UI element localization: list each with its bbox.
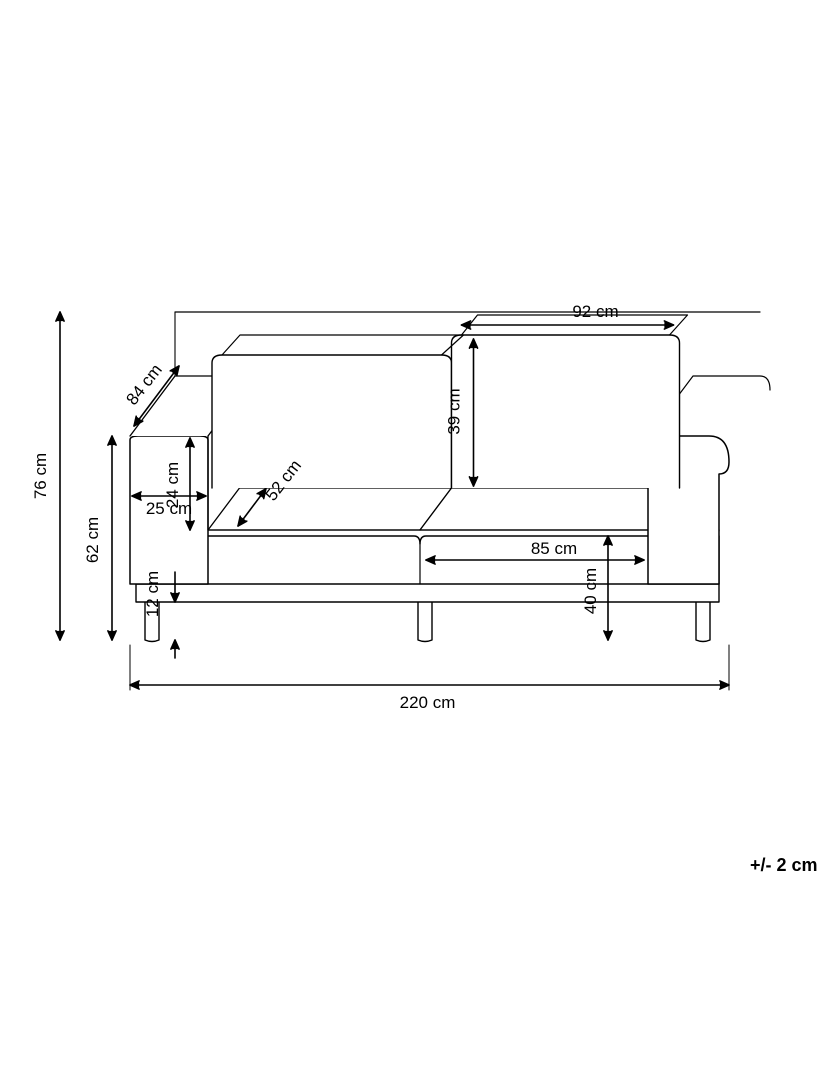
dim-seat-height: 40 cm <box>581 568 600 614</box>
dim-total-width: 220 cm <box>400 693 456 712</box>
sofa-diagram-svg: 76 cm62 cm12 cm220 cm84 cm25 cm24 cm52 c… <box>0 0 830 1080</box>
dim-total-height: 76 cm <box>31 453 50 499</box>
dim-arm-inner-h: 24 cm <box>163 462 182 508</box>
dim-armrest-height: 62 cm <box>83 517 102 563</box>
dim-leg-height: 12 cm <box>143 571 162 617</box>
dim-seat-width: 85 cm <box>531 539 577 558</box>
dim-back-height: 39 cm <box>445 388 464 434</box>
dim-back-width: 92 cm <box>572 302 618 321</box>
tolerance-note: +/- 2 cm <box>750 855 818 876</box>
diagram-stage: 76 cm62 cm12 cm220 cm84 cm25 cm24 cm52 c… <box>0 0 830 1080</box>
